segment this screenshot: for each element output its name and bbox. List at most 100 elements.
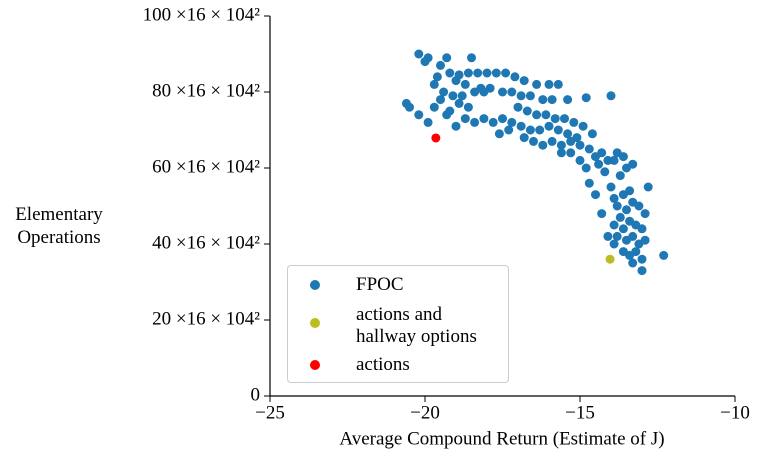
point — [637, 254, 647, 264]
y-tick-label: 60 ×16 × 104² — [152, 156, 260, 177]
point — [628, 159, 638, 169]
point — [609, 220, 619, 230]
point — [423, 117, 433, 127]
y-tick-label: 40 ×16 × 104² — [152, 232, 260, 253]
point — [457, 91, 467, 101]
legend-label: FPOC — [356, 274, 404, 295]
point — [538, 140, 548, 150]
point — [420, 57, 430, 67]
point — [591, 190, 600, 200]
point — [566, 136, 576, 146]
point — [525, 125, 535, 135]
x-tick-label: −15 — [565, 402, 595, 423]
point — [544, 121, 554, 131]
point — [594, 159, 604, 169]
point — [442, 53, 452, 63]
point — [451, 121, 461, 131]
point — [491, 68, 501, 78]
point — [606, 182, 616, 192]
point — [429, 79, 439, 89]
point — [547, 136, 557, 146]
point — [587, 129, 597, 139]
point — [612, 201, 622, 211]
point — [432, 72, 442, 82]
point — [569, 117, 579, 127]
point — [550, 114, 560, 124]
point — [405, 102, 414, 112]
point — [494, 129, 504, 139]
point — [445, 106, 455, 116]
point — [525, 91, 535, 101]
y-tick-label: 20 ×16 × 104² — [152, 308, 260, 329]
point — [603, 231, 613, 241]
point — [575, 140, 585, 150]
point — [519, 133, 529, 143]
point — [547, 95, 557, 105]
legend-marker — [310, 280, 320, 290]
legend-marker — [310, 318, 320, 328]
point — [622, 205, 631, 215]
point — [640, 235, 650, 245]
point — [516, 91, 526, 101]
x-tick-label: −25 — [255, 402, 285, 423]
point — [628, 258, 638, 268]
point — [556, 140, 566, 150]
point — [460, 114, 470, 124]
point — [628, 231, 638, 241]
point — [470, 87, 480, 97]
x-axis-label: Average Compound Return (Estimate of J) — [339, 428, 664, 449]
point — [532, 110, 542, 120]
point — [609, 155, 619, 165]
point — [634, 201, 644, 211]
point — [436, 60, 445, 70]
point — [519, 76, 529, 86]
x-tick-label: −20 — [410, 402, 440, 423]
point — [463, 68, 473, 78]
point — [605, 254, 615, 264]
point — [575, 155, 585, 165]
point — [541, 110, 551, 120]
point — [451, 76, 461, 86]
point — [529, 136, 538, 146]
legend: FPOC actions and hallway options actions — [287, 265, 509, 383]
x-tick-label: −10 — [720, 402, 750, 423]
point — [606, 91, 616, 101]
point — [544, 79, 554, 89]
point — [516, 121, 526, 131]
point — [460, 79, 470, 89]
point — [473, 68, 483, 78]
legend-label: actions and hallway options — [356, 304, 477, 347]
point — [597, 209, 607, 219]
point — [603, 155, 613, 165]
y-axis-label: Elementary Operations — [15, 204, 103, 248]
point — [615, 171, 625, 181]
point — [510, 72, 520, 82]
point — [566, 148, 576, 158]
point — [448, 91, 458, 101]
point — [479, 114, 489, 124]
legend-label: actions — [356, 354, 410, 375]
point — [581, 163, 591, 173]
point — [429, 102, 439, 112]
point — [637, 224, 647, 234]
point — [504, 125, 514, 135]
point — [532, 79, 542, 89]
point — [467, 53, 476, 63]
point — [578, 121, 588, 131]
point — [454, 98, 464, 108]
point — [414, 49, 424, 59]
point — [640, 209, 650, 219]
point — [609, 239, 619, 249]
point — [538, 95, 548, 105]
y-tick-label: 100 ×16 × 104² — [143, 4, 261, 25]
point — [612, 148, 622, 158]
point — [522, 106, 532, 116]
point — [612, 231, 622, 241]
point — [631, 247, 641, 257]
point — [535, 125, 545, 135]
point — [431, 133, 441, 143]
y-tick-label: 0 — [251, 384, 261, 405]
point — [414, 110, 424, 120]
point — [513, 102, 523, 112]
